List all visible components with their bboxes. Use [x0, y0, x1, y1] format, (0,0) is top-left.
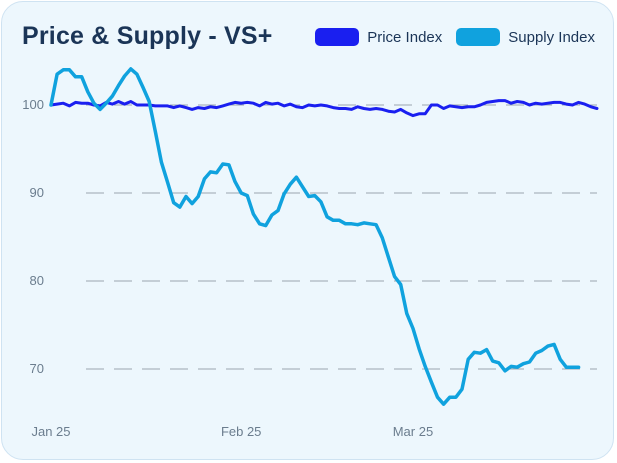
legend-swatch-price: [315, 28, 360, 46]
y-tick-label-90: 90: [30, 185, 44, 200]
x-axis: Jan 25 Feb 25 Mar 25: [31, 424, 433, 439]
y-axis: 70 80 90 100: [22, 97, 44, 376]
x-tick-label-2: Mar 25: [393, 424, 433, 439]
legend-label-supply: Supply Index: [508, 28, 595, 46]
series: [49, 67, 599, 406]
series-line-price-index[interactable]: [49, 99, 599, 118]
y-tick-label-100: 100: [22, 97, 44, 112]
y-tick-label-80: 80: [30, 273, 44, 288]
legend-swatch-supply: [456, 28, 501, 46]
grid: [86, 104, 597, 370]
legend-item-price[interactable]: Price Index: [315, 28, 442, 46]
chart-title: Price & Supply - VS+: [22, 22, 273, 50]
y-tick-label-70: 70: [30, 361, 44, 376]
series-line-supply-index[interactable]: [49, 67, 581, 406]
legend: Price Index Supply Index: [315, 28, 595, 46]
x-tick-label-1: Feb 25: [221, 424, 261, 439]
legend-item-supply[interactable]: Supply Index: [456, 28, 595, 46]
x-tick-label-0: Jan 25: [31, 424, 70, 439]
legend-label-price: Price Index: [367, 28, 443, 46]
